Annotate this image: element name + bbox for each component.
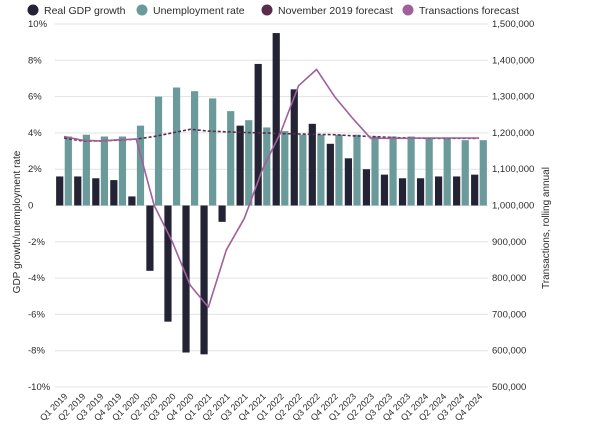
line-series <box>63 68 479 308</box>
y-axis-left-label: GDP growth/unemployment rate <box>12 150 23 293</box>
bar-series <box>56 33 487 355</box>
left-axis-tick-label: 0 <box>28 201 33 212</box>
legend-marker <box>402 4 414 16</box>
unemployment-rate-bar <box>479 140 487 206</box>
left-axis-ticks: 10% 8% 6% 4% 2% 0 -2% -4% -6% -8% -10% <box>28 19 51 393</box>
unemployment-rate-bar <box>64 136 72 206</box>
gdp-growth-bar <box>218 205 226 222</box>
gdp-growth-bar <box>398 178 407 206</box>
gdp-growth-bar <box>164 205 172 322</box>
gdp-growth-bar <box>344 158 352 206</box>
left-axis-tick-label: 6% <box>28 92 42 103</box>
unemployment-rate-bar <box>82 134 90 206</box>
unemployment-rate-bar <box>154 96 163 206</box>
legend-marker <box>261 4 273 16</box>
unemployment-rate-bar <box>335 134 343 206</box>
gdp-growth-bar <box>272 33 280 206</box>
unemployment-rate-bar <box>461 140 469 206</box>
unemployment-rate-bar <box>425 138 433 206</box>
left-axis-tick-label: 4% <box>28 128 42 139</box>
left-axis-tick-label: 10% <box>28 19 48 30</box>
gdp-growth-bar <box>56 176 64 206</box>
gdp-growth-bar <box>434 176 443 206</box>
right-axis-tick-label: 600,000 <box>492 346 526 357</box>
unemployment-rate-bar <box>263 127 271 206</box>
unemployment-rate-bar <box>281 131 289 206</box>
unemployment-rate-bar <box>227 111 235 206</box>
gdp-growth-bar <box>416 178 425 206</box>
gdp-growth-bar <box>380 174 389 206</box>
gdp-growth-bar <box>182 205 190 353</box>
gdp-growth-bar <box>326 143 334 206</box>
gdp-growth-bar <box>453 176 461 206</box>
gdp-growth-bar <box>290 89 298 206</box>
gdp-growth-bar <box>200 205 208 355</box>
unemployment-rate-bar <box>118 136 127 206</box>
left-axis-tick-label: -8% <box>28 346 45 357</box>
unemployment-rate-bar <box>209 98 217 206</box>
gdp-growth-bar <box>92 178 100 206</box>
left-axis-tick-label: -10% <box>28 382 51 393</box>
unemployment-rate-bar <box>136 125 145 206</box>
transactions-forecast-line <box>63 68 479 308</box>
legend-marker <box>136 4 148 16</box>
unemployment-rate-bar <box>172 87 181 206</box>
right-axis-tick-label: 1,200,000 <box>492 128 534 139</box>
legend-label: November 2019 forecast <box>278 5 393 17</box>
right-axis-ticks: 1,500,000 1,400,000 1,300,000 1,200,000 1,10… <box>492 19 534 393</box>
right-axis-tick-label: 900,000 <box>492 237 526 248</box>
unemployment-rate-bar <box>299 134 307 206</box>
unemployment-rate-bar <box>191 91 199 206</box>
right-axis-tick-label: 1,400,000 <box>492 55 534 66</box>
left-axis-tick-label: -2% <box>28 237 45 248</box>
unemployment-rate-bar <box>317 134 325 206</box>
left-axis-tick-label: -4% <box>28 273 45 284</box>
gdp-growth-bar <box>308 123 316 206</box>
legend-label: Unemployment rate <box>153 5 245 17</box>
gdp-growth-bar <box>74 176 82 206</box>
legend-marker <box>27 4 39 16</box>
left-axis-tick-label: 2% <box>28 164 42 175</box>
y-axis-right-label: Transactions, rolling annual <box>541 167 552 289</box>
gdp-growth-bar <box>146 205 154 271</box>
right-axis-tick-label: 1,100,000 <box>492 164 534 175</box>
unemployment-rate-bar <box>100 136 109 206</box>
gridlines <box>55 23 488 388</box>
left-axis-tick-label: 8% <box>28 55 42 66</box>
unemployment-rate-bar <box>443 138 451 206</box>
legend-label: Transactions forecast <box>419 5 519 17</box>
unemployment-rate-bar <box>407 136 415 206</box>
legend: Real GDP growth Unemployment rate November… <box>27 4 519 17</box>
left-axis-tick-label: -6% <box>28 309 45 320</box>
gdp-growth-bar <box>128 196 136 206</box>
right-axis-tick-label: 800,000 <box>492 273 526 284</box>
right-axis-tick-label: 1,000,000 <box>492 201 534 212</box>
unemployment-rate-bar <box>371 136 379 206</box>
right-axis-tick-label: 500,000 <box>492 382 526 393</box>
right-axis-tick-label: 700,000 <box>492 309 526 320</box>
right-axis-tick-label: 1,300,000 <box>492 92 534 103</box>
right-axis-tick-label: 1,500,000 <box>492 19 534 30</box>
gdp-growth-bar <box>236 125 244 206</box>
gdp-growth-bar <box>362 169 371 206</box>
gdp-growth-bar <box>110 180 118 206</box>
unemployment-rate-bar <box>353 134 361 206</box>
legend-label: Real GDP growth <box>44 5 126 17</box>
unemployment-rate-bar <box>245 120 253 206</box>
gdp-growth-bar <box>254 63 262 206</box>
unemployment-rate-bar <box>389 136 397 206</box>
gdp-growth-bar <box>471 174 479 206</box>
